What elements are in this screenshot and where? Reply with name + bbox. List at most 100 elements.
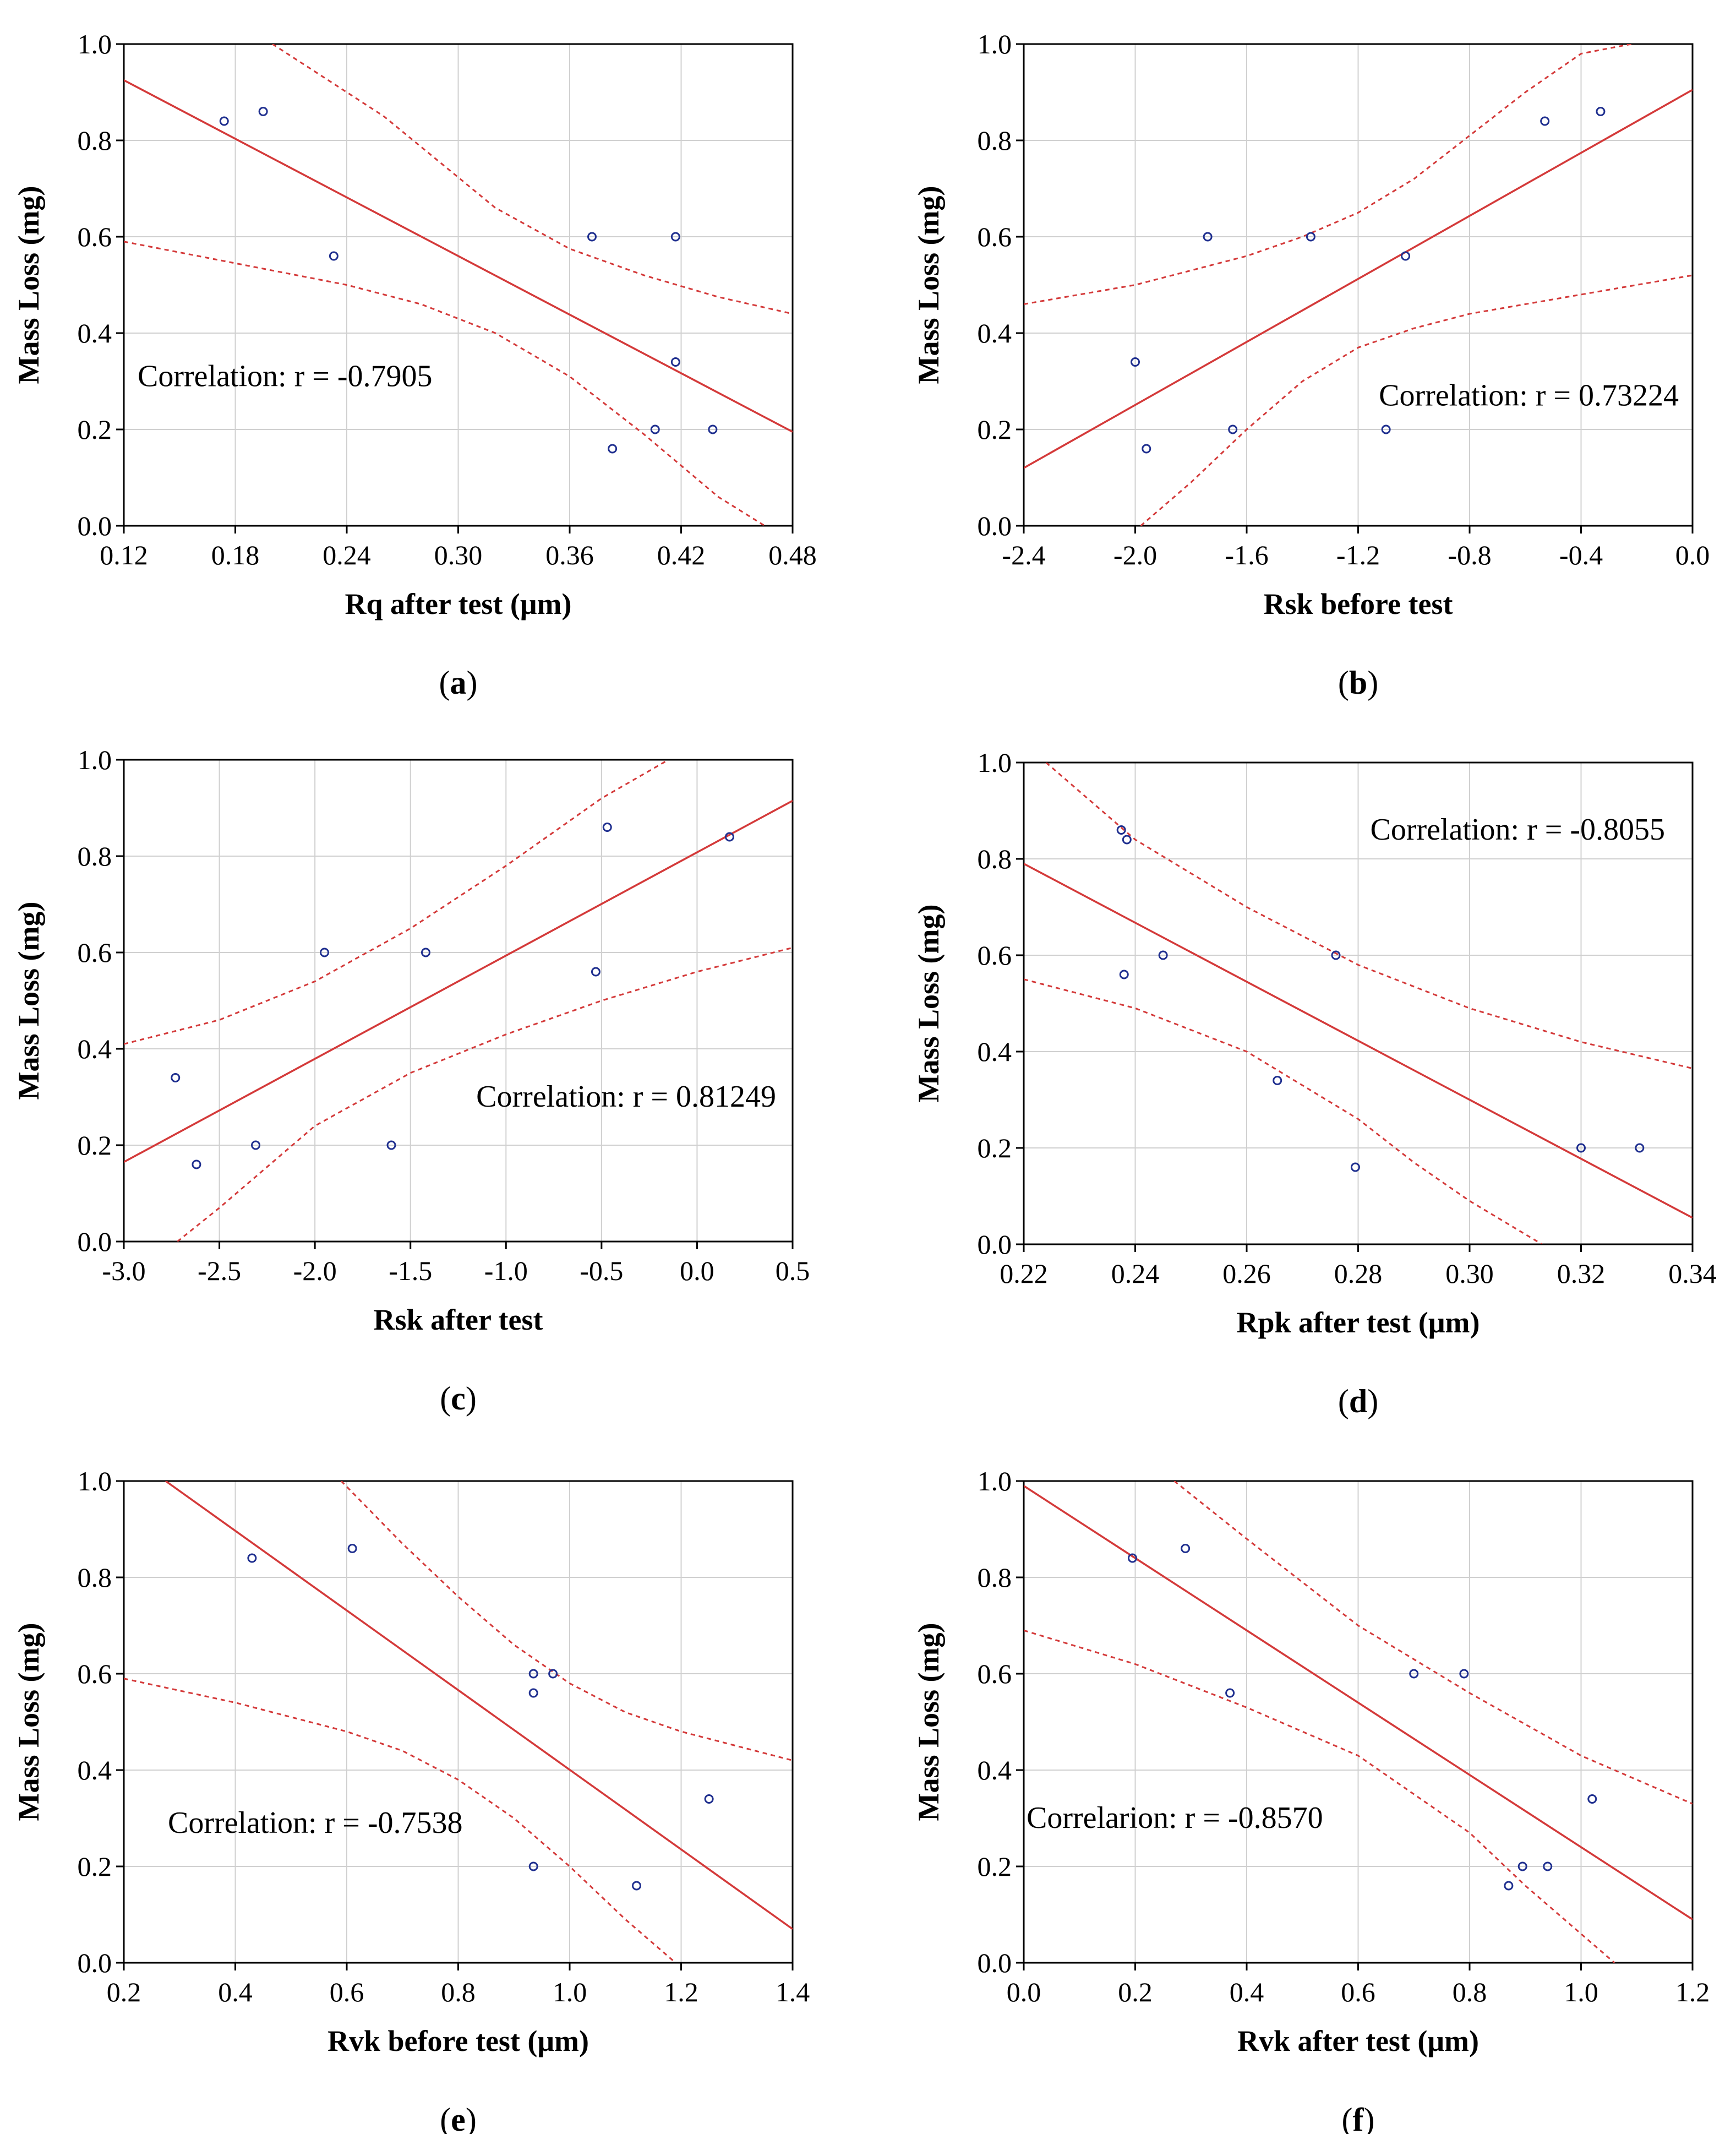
regression-line xyxy=(124,79,793,433)
data-point xyxy=(258,107,268,116)
confidence-band-upper xyxy=(272,44,793,315)
y-tick-label: 0.2 xyxy=(978,414,1012,445)
regression-line xyxy=(165,1481,793,1930)
correlation-annotation: Correlation: r = -0.7905 xyxy=(138,359,432,393)
y-tick-label: 0.6 xyxy=(78,937,112,968)
y-tick-label: 0.6 xyxy=(78,1658,112,1689)
x-tick-label: -0.5 xyxy=(580,1255,623,1286)
data-point xyxy=(1158,950,1168,960)
y-axis-label: Mass Loss (mg) xyxy=(12,1623,45,1821)
x-tick-label: 0.30 xyxy=(434,540,483,570)
data-point xyxy=(1576,1143,1586,1153)
data-points xyxy=(1131,107,1606,454)
panel-caption: (a) xyxy=(439,665,478,701)
x-tick-label: 1.2 xyxy=(664,1977,698,2007)
data-point xyxy=(219,116,229,126)
y-tick-label: 1.0 xyxy=(78,744,112,775)
y-tick-label: 0.4 xyxy=(978,318,1012,349)
x-tick-label: 0.36 xyxy=(545,540,594,570)
data-point xyxy=(587,232,597,242)
plot-lines xyxy=(1024,763,1693,1244)
confidence-band-upper xyxy=(124,760,669,1045)
data-point xyxy=(602,823,612,832)
y-tick-label: 0.6 xyxy=(978,940,1012,971)
data-point xyxy=(1587,1794,1597,1804)
data-point xyxy=(1517,1861,1527,1871)
correlation-annotation: Correlation: r = -0.7538 xyxy=(168,1806,462,1840)
confidence-band-lower xyxy=(1024,1629,1615,1963)
y-tick-label: 0.0 xyxy=(78,1226,112,1257)
data-point xyxy=(1543,1861,1553,1871)
confidence-band-upper xyxy=(1024,44,1631,305)
data-point xyxy=(1225,1688,1235,1698)
data-point xyxy=(1203,232,1213,242)
grid xyxy=(123,43,793,526)
x-tick-label: 0.8 xyxy=(1453,1977,1487,2007)
y-tick-label: 0.2 xyxy=(78,1851,112,1882)
data-point xyxy=(670,357,680,367)
caption-open-paren: ( xyxy=(439,665,450,701)
panel-a: 0.12 0.18 0.24 0.30 0.36 0.42 0.48 0.0 0.2 0.4 0.6… xyxy=(12,29,817,701)
grid xyxy=(1023,1480,1693,1963)
data-point xyxy=(320,948,329,957)
correlation-annotation: Correlation: r = 0.81249 xyxy=(476,1080,776,1114)
y-tick-label: 0.6 xyxy=(978,1658,1012,1689)
panel-e: 0.2 0.4 0.6 0.8 1.0 1.2 1.40.00.20.40.60.81.0R… xyxy=(12,1466,810,2134)
y-tick-label: 0.4 xyxy=(78,1033,112,1064)
x-tick-label: 0.18 xyxy=(211,540,260,570)
data-point xyxy=(421,948,430,957)
data-point xyxy=(1381,424,1391,434)
y-tick-label: 0.8 xyxy=(78,1562,112,1593)
y-tick-label: 1.0 xyxy=(78,29,112,59)
y-tick-label: 0.0 xyxy=(978,1229,1012,1260)
y-tick-label: 0.8 xyxy=(78,841,112,872)
y-axis-label: Mass Loss (mg) xyxy=(912,905,945,1103)
data-point xyxy=(247,1553,257,1563)
x-tick-label: 0.48 xyxy=(768,540,817,570)
x-tick-label: 0.22 xyxy=(1000,1258,1048,1289)
panel-caption: (e) xyxy=(440,2102,477,2134)
caption-close-paren: ) xyxy=(467,665,478,701)
x-tick-label: 0.12 xyxy=(100,540,148,570)
plot-lines xyxy=(124,1481,793,1963)
y-tick-label: 0.4 xyxy=(978,1755,1012,1785)
data-point xyxy=(1273,1076,1282,1085)
x-tick-label: 0.24 xyxy=(323,540,371,570)
y-tick-label: 0.4 xyxy=(78,318,112,349)
data-point xyxy=(632,1881,641,1891)
caption-letter: e xyxy=(451,2102,466,2134)
y-axis-label: Mass Loss (mg) xyxy=(12,186,45,384)
correlation-annotation: Correlation: r = -0.8055 xyxy=(1371,813,1665,847)
x-tick-label: 1.2 xyxy=(1675,1977,1710,2007)
y-tick-label: 0.2 xyxy=(78,414,112,445)
data-point xyxy=(528,1669,538,1679)
data-point xyxy=(1409,1669,1419,1679)
caption-close-paren: ) xyxy=(1363,2102,1374,2134)
regression-line xyxy=(1024,89,1693,469)
data-point xyxy=(1228,424,1238,434)
panel-c: -3.0 -2.5 -2.0 -1.5 -1.0 -0.5 0.0 0.5 0.0 0.2 0.4 0… xyxy=(12,744,810,1417)
data-point xyxy=(670,232,680,242)
x-tick-label: 0.0 xyxy=(680,1255,714,1286)
x-tick-label: 0.30 xyxy=(1445,1258,1494,1289)
data-point xyxy=(1401,251,1411,261)
data-point xyxy=(1116,825,1126,835)
caption-open-paren: ( xyxy=(440,1380,451,1417)
data-point xyxy=(1540,116,1550,126)
x-axis-label: Rsk after test xyxy=(374,1303,543,1336)
data-point xyxy=(1181,1544,1191,1553)
caption-letter: c xyxy=(451,1380,466,1417)
panel-d: 0.22 0.24 0.26 0.28 0.30 0.32 0.34 0.0 0.2 0.4 0.6… xyxy=(912,747,1717,1419)
data-point xyxy=(708,424,718,434)
plot-lines xyxy=(1024,44,1693,526)
x-tick-label: 0.8 xyxy=(441,1977,476,2007)
data-point xyxy=(1122,835,1132,845)
caption-close-paren: ) xyxy=(466,2102,477,2134)
y-tick-label: 0.4 xyxy=(78,1755,112,1785)
data-points xyxy=(1116,825,1645,1172)
panel-caption: (f) xyxy=(1342,2102,1375,2134)
x-tick-label: -0.4 xyxy=(1559,540,1603,570)
x-tick-label: -2.0 xyxy=(293,1255,337,1286)
data-point xyxy=(386,1140,396,1150)
y-tick-label: 0.0 xyxy=(978,1947,1012,1978)
